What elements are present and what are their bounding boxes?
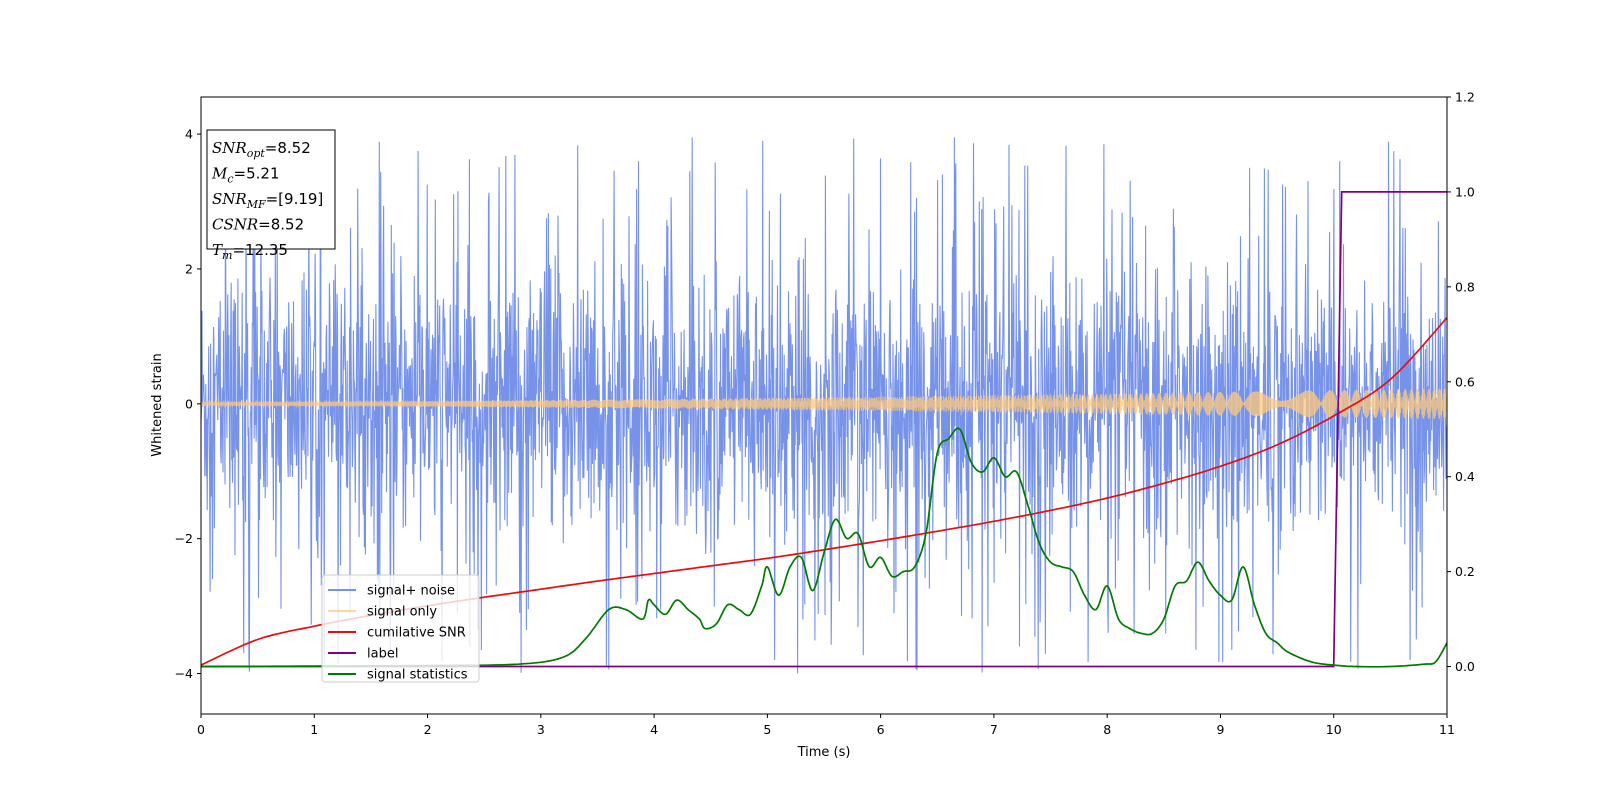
- info-value: =12.35: [232, 241, 288, 259]
- legend: signal+ noise signal only cumilative SNR la…: [321, 574, 480, 683]
- info-symbol: M: [211, 165, 228, 183]
- x-tick-label: 1: [310, 722, 318, 737]
- x-tick-label: 9: [1216, 722, 1224, 737]
- info-value: =8.52: [265, 139, 311, 157]
- y-left-tick-label: −2: [175, 531, 193, 546]
- info-subscript: MF: [246, 198, 266, 211]
- info-value: =5.21: [234, 165, 280, 183]
- legend-items: signal+ noise signal only cumilative SNR la…: [328, 584, 468, 683]
- x-tick-label: 10: [1326, 722, 1342, 737]
- info-value: =[9.19]: [266, 190, 324, 208]
- series-signal-statistics: [201, 427, 1447, 668]
- x-axis-label: Time (s): [797, 745, 851, 760]
- x-tick-label: 7: [990, 722, 998, 737]
- x-tick-label: 5: [763, 722, 771, 737]
- legend-label: signal only: [367, 605, 437, 620]
- info-subscript: m: [222, 249, 232, 262]
- info-line: Tm=12.35: [212, 241, 288, 262]
- y-right-tick-label: 0.2: [1455, 564, 1475, 579]
- x-tick-label: 0: [197, 722, 205, 737]
- info-symbol: T: [212, 241, 223, 259]
- y-right-tick-label: 0.0: [1455, 659, 1475, 674]
- series-signal-only: [201, 388, 1447, 420]
- plot-frame: [200, 96, 1448, 715]
- x-tick-label: 2: [424, 722, 432, 737]
- info-subscript: opt: [247, 147, 266, 160]
- legend-label: signal+ noise: [367, 584, 455, 599]
- y-axis-label: Whitened strain: [150, 353, 165, 456]
- legend-label: label: [367, 647, 398, 662]
- legend-frame: [321, 574, 480, 683]
- info-value: =8.52: [258, 216, 304, 234]
- info-subscript: c: [227, 173, 233, 186]
- y-right-tick-label: 1.2: [1455, 90, 1475, 105]
- info-symbol: CSNR: [212, 216, 258, 234]
- info-line: SNRopt=8.52: [212, 139, 311, 160]
- legend-label: cumilative SNR: [367, 626, 466, 641]
- info-box-frame: [206, 129, 336, 250]
- info-lines: SNRopt=8.52Mc=5.21SNRMF=[9.19]CSNR=8.52T…: [211, 139, 323, 262]
- info-symbol: SNR: [212, 139, 247, 157]
- y-right-tick-label: 0.4: [1455, 469, 1475, 484]
- y-left-tick-label: 4: [185, 127, 193, 142]
- series-label: [201, 191, 1447, 668]
- y-right-tick-label: 0.8: [1455, 279, 1475, 294]
- y-left-tick-label: 0: [185, 396, 193, 411]
- axes-layer: 0 1 2 3 4 5 6 7 8 9 10 11 −4 −2 0 2 4 0.0 0.2 0.4 0.6 0.8 1.0 1…: [175, 90, 1475, 738]
- info-line: CSNR=8.52: [212, 216, 304, 234]
- info-box: SNRopt=8.52Mc=5.21SNRMF=[9.19]CSNR=8.52T…: [206, 129, 336, 262]
- x-tick-label: 11: [1439, 722, 1455, 737]
- y-left-tick-label: 2: [185, 261, 193, 276]
- x-tick-label: 3: [537, 722, 545, 737]
- y-right-tick-label: 0.6: [1455, 374, 1475, 389]
- y-right-tick-label: 1.0: [1455, 184, 1475, 199]
- info-line: SNRMF=[9.19]: [212, 190, 323, 211]
- y-left-tick-label: −4: [175, 666, 193, 681]
- x-tick-label: 8: [1103, 722, 1111, 737]
- x-tick-label: 6: [877, 722, 885, 737]
- info-symbol: SNR: [212, 190, 247, 208]
- x-tick-label: 4: [650, 722, 658, 737]
- legend-label: signal statistics: [367, 668, 468, 683]
- info-line: Mc=5.21: [211, 165, 280, 186]
